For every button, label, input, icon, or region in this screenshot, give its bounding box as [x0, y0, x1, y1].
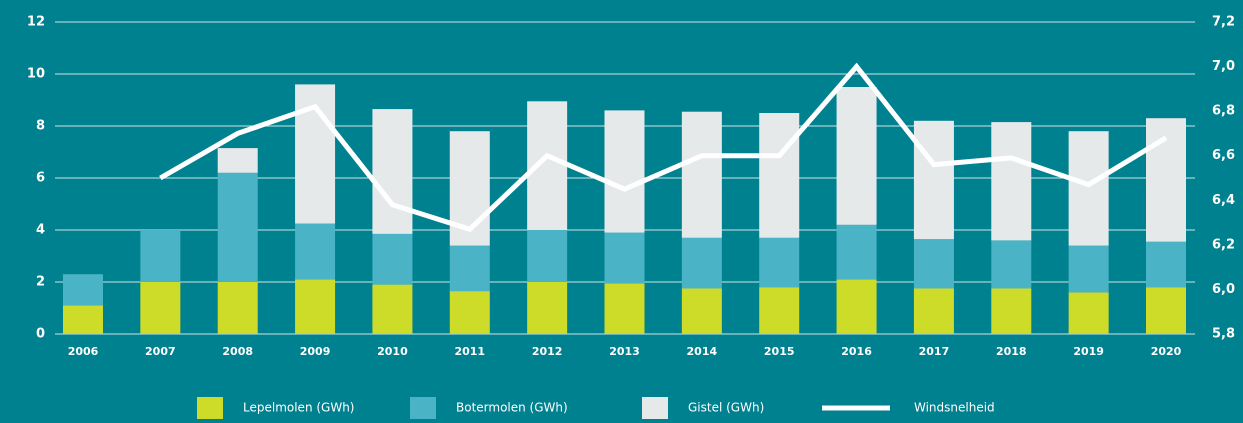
y-tick-label: 6 — [36, 171, 45, 186]
x-tick-label: 2020 — [1151, 345, 1182, 358]
x-tick-label: 2016 — [841, 345, 872, 358]
x-tick-label: 2009 — [300, 345, 331, 358]
legend-swatch — [410, 397, 436, 419]
bar-segment — [63, 274, 103, 306]
x-tick-label: 2008 — [222, 345, 253, 358]
legend-swatch — [642, 397, 668, 419]
bar-segment — [295, 279, 336, 334]
y2-tick-label: 6,4 — [1212, 193, 1235, 208]
bar-segment — [681, 237, 722, 289]
bar-segment — [991, 240, 1032, 289]
bar-segment — [991, 288, 1032, 334]
x-tick-label: 2010 — [377, 345, 408, 358]
y2-tick-label: 5,8 — [1212, 327, 1235, 342]
y-tick-label: 2 — [36, 275, 45, 290]
x-tick-label: 2017 — [919, 345, 950, 358]
y-tick-label: 0 — [36, 327, 45, 342]
y-tick-label: 8 — [36, 119, 45, 134]
bar-segment — [836, 87, 877, 225]
bar-segment — [295, 223, 336, 280]
y2-tick-label: 6,0 — [1212, 282, 1235, 297]
y2-tick-label: 7,0 — [1212, 59, 1235, 74]
bar-segment — [217, 282, 258, 334]
bar-segment — [63, 305, 103, 334]
y2-tick-label: 6,8 — [1212, 104, 1235, 119]
bar-segment — [372, 233, 413, 285]
bar-segment — [449, 291, 490, 334]
bar-segment — [449, 245, 490, 292]
bar-segment — [759, 287, 800, 334]
legend-label: Gistel (GWh) — [688, 401, 764, 415]
bar-segment — [913, 288, 954, 334]
bar-segment — [759, 113, 800, 238]
bar-segment — [681, 111, 722, 238]
bar-segment — [836, 224, 877, 280]
x-tick-label: 2018 — [996, 345, 1027, 358]
bar-segment — [217, 148, 258, 173]
x-tick-label: 2012 — [532, 345, 563, 358]
x-tick-label: 2006 — [68, 345, 99, 358]
bar-segment — [991, 122, 1032, 241]
bar-segment — [836, 279, 877, 334]
x-tick-label: 2019 — [1073, 345, 1104, 358]
y2-tick-label: 6,2 — [1212, 237, 1235, 252]
x-tick-label: 2011 — [454, 345, 485, 358]
bar-segment — [140, 230, 181, 282]
bar-segment — [217, 172, 258, 282]
legend-label: Botermolen (GWh) — [456, 401, 568, 415]
bar-segment — [1068, 292, 1109, 334]
y2-tick-label: 6,6 — [1212, 148, 1235, 163]
x-tick-label: 2013 — [609, 345, 640, 358]
bar-segment — [527, 230, 568, 282]
x-tick-label: 2014 — [687, 345, 718, 358]
legend-label: Windsnelheid — [914, 401, 995, 415]
x-tick-label: 2015 — [764, 345, 795, 358]
bar-segment — [1146, 287, 1186, 334]
legend-swatch — [197, 397, 223, 419]
bar-segment — [913, 239, 954, 289]
bar-segment — [1068, 245, 1109, 293]
bar-segment — [140, 282, 181, 334]
y-tick-label: 10 — [27, 67, 45, 82]
line-series — [159, 62, 1168, 233]
bar-segment — [604, 110, 645, 233]
bar-segment — [681, 288, 722, 334]
bar-segment — [759, 237, 800, 288]
bar-segment — [372, 109, 413, 234]
y-tick-label: 12 — [27, 15, 45, 30]
x-tick-label: 2007 — [145, 345, 176, 358]
bar-segment — [913, 120, 954, 240]
bar-segment — [527, 282, 568, 334]
bar-segment — [604, 232, 645, 284]
bar-segment — [372, 284, 413, 334]
legend-label: Lepelmolen (GWh) — [243, 401, 355, 415]
bar-segment — [1146, 241, 1186, 288]
bar-segment — [1146, 118, 1186, 242]
bar-segment — [604, 283, 645, 334]
bar-segment — [1068, 131, 1109, 246]
y2-tick-label: 7,2 — [1212, 15, 1235, 30]
y-tick-label: 4 — [36, 223, 45, 238]
